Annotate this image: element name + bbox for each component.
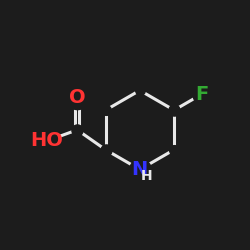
Text: H: H — [141, 170, 152, 183]
Text: O: O — [69, 88, 86, 107]
Text: HO: HO — [30, 131, 64, 150]
Text: N: N — [132, 160, 148, 179]
Text: F: F — [195, 84, 208, 103]
